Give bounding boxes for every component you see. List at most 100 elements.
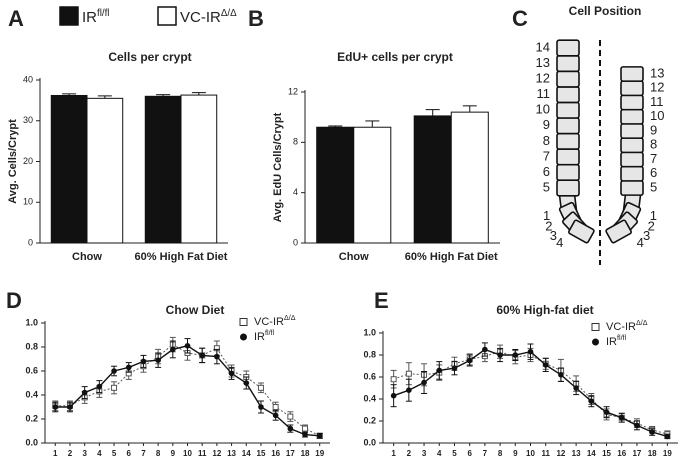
point — [52, 404, 59, 410]
point — [436, 367, 443, 374]
point — [287, 425, 294, 432]
x-tick-label: 16 — [271, 449, 280, 458]
x-tick-label: 15 — [602, 449, 611, 458]
point — [258, 404, 264, 410]
bar — [144, 95, 182, 244]
x-tick-label: 1 — [53, 449, 58, 458]
x-tick-label: 5 — [452, 449, 457, 458]
legend-sup: Δ/Δ — [284, 314, 296, 322]
point — [542, 362, 549, 368]
point — [512, 352, 519, 358]
legend-name: VC-IR — [180, 9, 221, 26]
point — [421, 379, 427, 386]
x-tick-label: 17 — [632, 449, 641, 458]
panel-letter: C — [512, 6, 528, 31]
y-tick-label: 1.0 — [363, 327, 376, 337]
cell — [556, 179, 580, 197]
y-tick-label: 20 — [23, 156, 33, 166]
point — [649, 429, 655, 435]
panel-letter: B — [248, 6, 264, 31]
legend-name: IR — [606, 336, 617, 348]
point — [405, 370, 412, 377]
legend-swatch — [240, 333, 247, 341]
point — [170, 346, 176, 353]
legend-sup: fl/fl — [97, 7, 109, 18]
y-tick-label: 30 — [23, 115, 33, 125]
legend-label: IRfl/fl — [82, 7, 109, 26]
x-tick-label: 19 — [663, 449, 672, 458]
point — [81, 389, 88, 396]
x-tick-label: 18 — [648, 449, 657, 458]
point — [588, 398, 595, 405]
x-tick-label: 6 — [467, 449, 472, 458]
cell-position-label: 14 — [536, 39, 550, 54]
point — [228, 370, 235, 377]
x-tick-label: 12 — [212, 449, 221, 458]
point — [272, 412, 279, 419]
x-tick-label: 14 — [587, 449, 596, 458]
cell — [556, 163, 580, 182]
y-tick-label: 0.6 — [363, 371, 376, 381]
legend-swatch — [591, 323, 600, 331]
x-tick-label: 3 — [422, 449, 427, 458]
x-tick-label: 13 — [227, 449, 236, 458]
point — [243, 380, 250, 386]
legend-sup: Δ/Δ — [221, 7, 237, 18]
x-tick-label: Chow — [339, 251, 369, 263]
cell-position-label: 12 — [650, 80, 664, 95]
legend-label: VC-IRΔ/Δ — [180, 7, 237, 26]
y-tick-label: 0 — [28, 237, 33, 247]
point — [184, 343, 191, 349]
point — [272, 404, 279, 410]
x-tick-label: 60% High Fat Diet — [405, 251, 498, 263]
point — [390, 392, 397, 399]
legend-name: IR — [254, 331, 265, 343]
cell-position-label: 8 — [543, 133, 550, 148]
point — [140, 358, 147, 365]
point — [214, 353, 220, 360]
legend-swatch — [157, 6, 177, 26]
cell-position-label: 2 — [545, 219, 552, 234]
panel-letter: A — [8, 6, 24, 31]
cell — [568, 219, 595, 244]
legend-label: VC-IRΔ/Δ — [606, 319, 648, 333]
x-tick-label: 2 — [68, 449, 73, 458]
y-tick-label: 0.8 — [363, 349, 376, 359]
cell-position-label: 5 — [650, 179, 657, 194]
y-tick-label: 4 — [293, 187, 298, 197]
y-tick-label: 0 — [293, 237, 298, 247]
cell-position-label: 11 — [650, 94, 664, 109]
legend-swatch — [592, 338, 599, 346]
x-tick-label: 10 — [183, 449, 192, 458]
panel-letter: E — [374, 288, 389, 313]
bar — [50, 94, 88, 244]
cell — [605, 219, 632, 244]
legend-label: IRfl/fl — [606, 334, 627, 348]
cell — [556, 101, 580, 119]
cell-position-label: 2 — [648, 219, 655, 234]
x-tick-label: 4 — [437, 449, 442, 458]
y-tick-label: 0.2 — [25, 413, 38, 423]
cell-position-label: 6 — [650, 165, 657, 180]
y-axis-label: Avg. Cells/Crypt — [7, 119, 19, 204]
series-line — [393, 351, 668, 435]
cell — [620, 165, 644, 182]
x-tick-label: 60% High Fat Diet — [135, 251, 228, 263]
cell-position-label: 6 — [543, 164, 550, 179]
y-tick-label: 0.0 — [363, 437, 376, 447]
y-tick-label: 40 — [23, 74, 33, 84]
x-tick-label: Chow — [72, 251, 102, 263]
legend-sup: Δ/Δ — [636, 319, 648, 327]
point — [302, 425, 309, 432]
y-axis-label: Avg. EdU Cells/Crypt — [272, 112, 284, 222]
cell-position-label: 1 — [650, 208, 657, 223]
point — [287, 413, 294, 420]
x-tick-label: 8 — [498, 449, 503, 458]
cell-position-label: 3 — [550, 228, 557, 243]
y-tick-label: 0.2 — [363, 415, 376, 425]
legend-sup: fl/fl — [265, 329, 275, 337]
x-tick-label: 11 — [541, 449, 550, 458]
x-tick-label: 6 — [127, 449, 132, 458]
cell — [620, 123, 644, 139]
